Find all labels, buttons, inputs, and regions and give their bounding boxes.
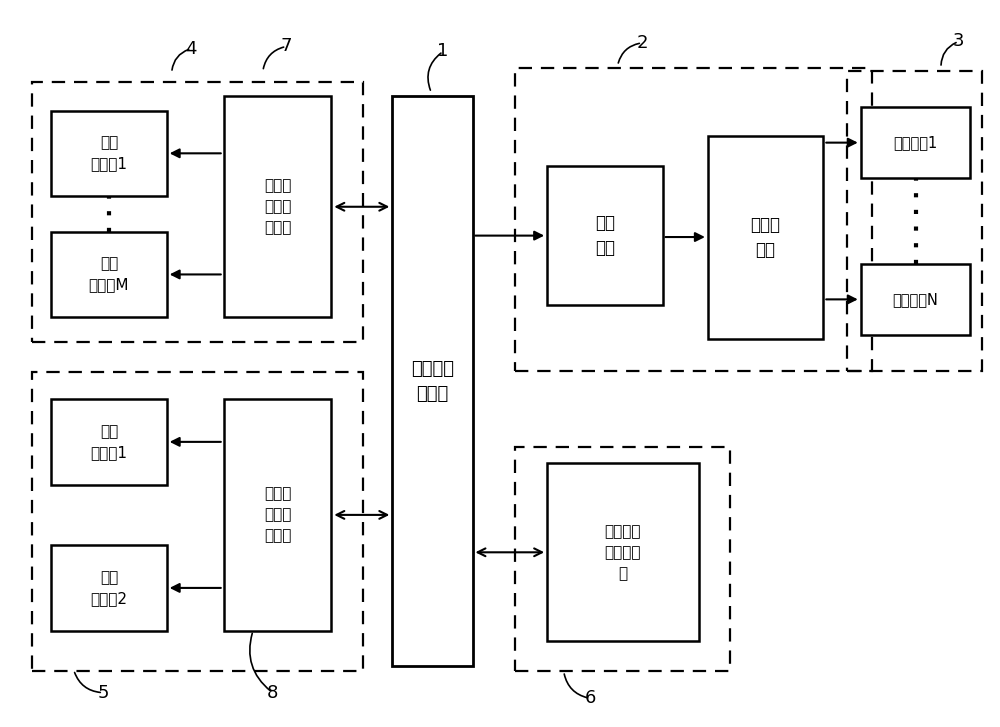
Text: 湿度
传感器2: 湿度 传感器2 [90, 570, 127, 606]
Bar [224, 399, 331, 630]
Text: 3: 3 [953, 33, 964, 50]
Text: 温度
传感器M: 温度 传感器M [89, 257, 129, 292]
Text: 继电器
模块: 继电器 模块 [751, 215, 781, 259]
Bar [861, 107, 970, 178]
Bar [392, 96, 473, 666]
Bar [32, 82, 363, 342]
Bar [515, 68, 872, 371]
Text: 4: 4 [186, 39, 197, 57]
Bar [547, 166, 663, 305]
Text: 7: 7 [281, 38, 292, 55]
Text: 状态显示
及外部控
制: 状态显示 及外部控 制 [605, 523, 641, 581]
Text: 8: 8 [267, 683, 278, 702]
Text: 1: 1 [437, 42, 449, 60]
Text: 湿度
传感器1: 湿度 传感器1 [90, 424, 127, 460]
Bar [861, 264, 970, 335]
Text: 加热模块N: 加热模块N [893, 292, 938, 307]
Bar [51, 545, 167, 630]
Bar [708, 135, 823, 339]
Bar [224, 96, 331, 317]
Bar [51, 399, 167, 485]
Bar [51, 111, 167, 196]
Bar [847, 71, 982, 371]
Text: 驱动
模块: 驱动 模块 [595, 214, 615, 257]
Text: 智能检测
控制板: 智能检测 控制板 [411, 360, 454, 403]
Text: 湿度传
感器采
集模块: 湿度传 感器采 集模块 [264, 486, 291, 543]
Text: 加热模块1: 加热模块1 [893, 135, 938, 150]
Text: 6: 6 [584, 689, 596, 707]
Text: 2: 2 [636, 34, 648, 52]
Bar [515, 447, 730, 671]
Bar [547, 463, 699, 641]
Text: 温度传
感器采
集模块: 温度传 感器采 集模块 [264, 178, 291, 236]
Bar [51, 232, 167, 317]
Text: 5: 5 [97, 683, 109, 702]
Text: 温度
传感器1: 温度 传感器1 [90, 135, 127, 172]
Bar [32, 372, 363, 671]
